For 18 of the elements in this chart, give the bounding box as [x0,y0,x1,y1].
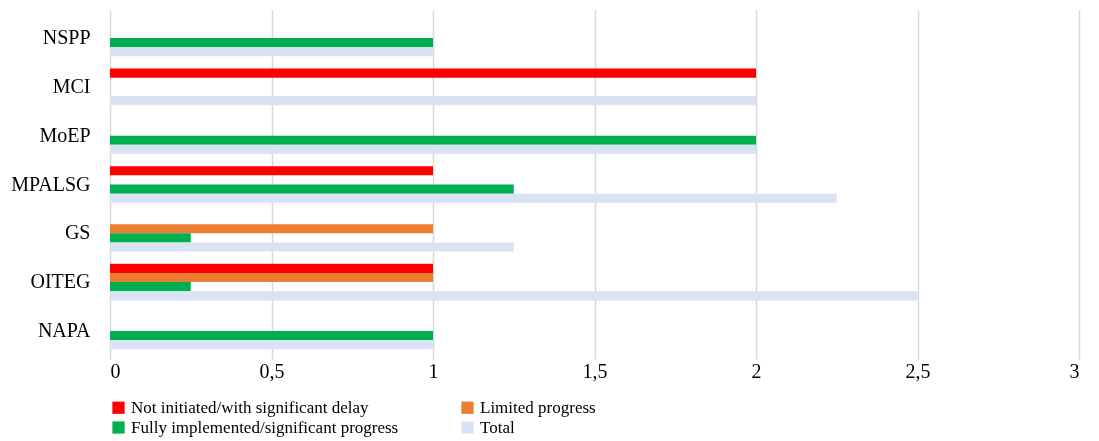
y-tick-label: MoEP [39,123,91,146]
x-tick-label: 3 [1069,359,1080,382]
x-tick-label: 0 [110,359,121,382]
legend-label: Total [480,417,515,437]
x-tick-label: 1,5 [582,359,608,382]
x-tick-label: 2 [751,359,762,382]
y-tick-label: NSPP [42,26,91,49]
y-tick-label: MCI [52,74,91,97]
y-tick-label: GS [64,221,91,244]
legend-label: Not initiated/with significant delay [131,397,369,417]
y-tick-label: NAPA [37,318,92,341]
y-tick-label: OITEG [30,270,91,293]
legend-label: Fully implemented/significant progress [131,417,399,437]
x-tick-label: 2,5 [905,359,931,382]
x-tick-label: 1 [428,359,439,382]
legend-label: Limited progress [480,397,596,417]
x-tick-label: 0,5 [259,359,285,382]
y-tick-label: MPALSG [11,172,91,195]
